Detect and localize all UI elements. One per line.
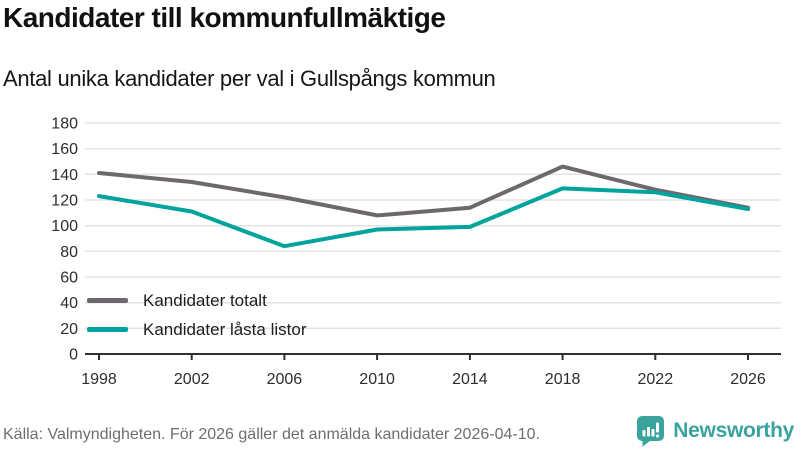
legend-item-locked-lists: Kandidater låsta listor	[87, 315, 306, 344]
svg-text:2002: 2002	[174, 371, 210, 388]
line-chart: 0 20 40 60 80 100 120 140 160 180 1998 2002 2006 2010…	[51, 116, 781, 388]
newsworthy-brand-link[interactable]: Newsworthy	[636, 415, 794, 447]
svg-text:2026: 2026	[730, 371, 766, 388]
svg-text:2014: 2014	[452, 371, 488, 388]
legend-item-total: Kandidater totalt	[87, 286, 306, 315]
svg-text:60: 60	[60, 270, 78, 287]
svg-text:20: 20	[60, 321, 78, 338]
legend-label: Kandidater totalt	[143, 290, 267, 310]
newsworthy-logo-icon	[636, 415, 665, 447]
svg-text:2018: 2018	[545, 371, 581, 388]
svg-text:100: 100	[51, 218, 78, 235]
legend-swatch-total-line	[87, 298, 128, 303]
legend-label: Kandidater låsta listor	[143, 319, 307, 339]
source-note: Källa: Valmyndigheten. För 2026 gäller d…	[3, 426, 540, 443]
svg-text:40: 40	[60, 295, 78, 312]
svg-text:2022: 2022	[638, 371, 674, 388]
page-subtitle: Antal unika kandidater per val i Gullspå…	[3, 66, 496, 91]
svg-text:160: 160	[51, 141, 78, 158]
page-title: Kandidater till kommunfullmäktige	[3, 2, 446, 33]
svg-text:2010: 2010	[359, 371, 395, 388]
svg-text:2006: 2006	[267, 371, 303, 388]
svg-text:0: 0	[69, 347, 78, 364]
svg-text:1998: 1998	[81, 371, 117, 388]
newsworthy-wordmark: Newsworthy	[673, 419, 794, 442]
svg-text:180: 180	[51, 116, 78, 133]
chart-legend: Kandidater totalt Kandidater låsta listo…	[87, 286, 306, 344]
svg-text:120: 120	[51, 193, 78, 210]
legend-swatch-locked-lists-line	[87, 327, 128, 332]
svg-text:140: 140	[51, 167, 78, 184]
svg-text:80: 80	[60, 244, 78, 261]
